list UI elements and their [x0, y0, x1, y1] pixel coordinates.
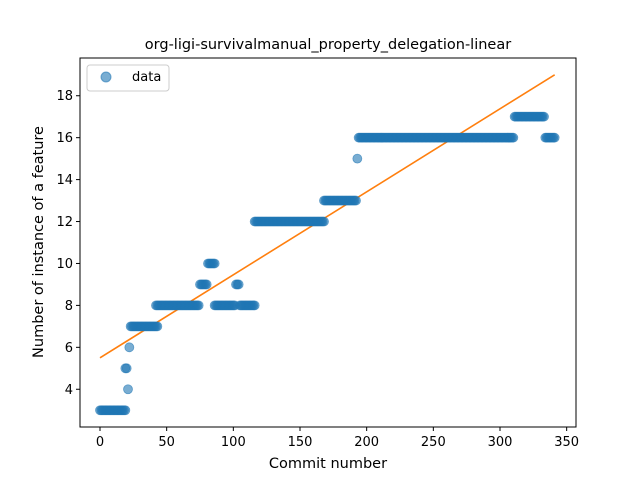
fit-line — [99, 74, 556, 359]
legend-box — [86, 64, 170, 92]
data-point — [193, 300, 204, 311]
y-tick-label: 8 — [65, 299, 73, 314]
data-point — [152, 321, 163, 332]
plot-frame — [79, 57, 577, 428]
chart-title: org-ligi-survivalmanual_property_delegat… — [145, 37, 511, 53]
x-tick-label: 300 — [488, 435, 513, 450]
data-point — [124, 342, 135, 353]
data-point — [209, 258, 220, 269]
data-point — [319, 216, 329, 227]
x-tick-label: 100 — [221, 435, 246, 450]
y-tick-label: 14 — [56, 173, 73, 188]
y-axis: 4 6 8 10 12 14 16 18 — [56, 89, 80, 398]
data-point — [121, 363, 132, 374]
x-tick-label: 200 — [354, 435, 379, 450]
y-tick-label: 12 — [56, 215, 73, 230]
data-point — [249, 300, 260, 311]
fit-line-layer — [99, 74, 556, 359]
legend-marker-data — [100, 71, 112, 83]
y-tick-label: 6 — [65, 341, 73, 356]
x-axis-label: Commit number — [269, 456, 387, 472]
y-tick-label: 16 — [56, 131, 73, 146]
y-tick-label: 10 — [56, 257, 73, 272]
x-axis: 0 50 100 150 200 250 300 350 — [96, 427, 579, 450]
x-tick-label: 150 — [288, 435, 313, 450]
legend-label-data: data — [132, 70, 161, 85]
x-tick-label: 350 — [554, 435, 579, 450]
data-point — [201, 279, 212, 290]
legend: data — [86, 64, 170, 92]
x-tick-label: 50 — [158, 435, 175, 450]
data-point — [120, 405, 131, 416]
data-points-layer — [95, 111, 560, 416]
data-point — [539, 111, 549, 122]
data-point — [549, 132, 560, 143]
y-tick-label: 4 — [65, 383, 73, 398]
x-tick-label: 250 — [421, 435, 446, 450]
y-tick-label: 18 — [56, 89, 73, 104]
data-point — [508, 132, 519, 143]
plot-area — [79, 57, 577, 428]
x-tick-label: 0 — [96, 435, 104, 450]
data-point — [123, 384, 133, 395]
data-point — [351, 195, 361, 206]
y-axis-label: Number of instance of a feature — [31, 126, 47, 358]
data-point — [233, 279, 244, 290]
data-point — [352, 153, 363, 164]
